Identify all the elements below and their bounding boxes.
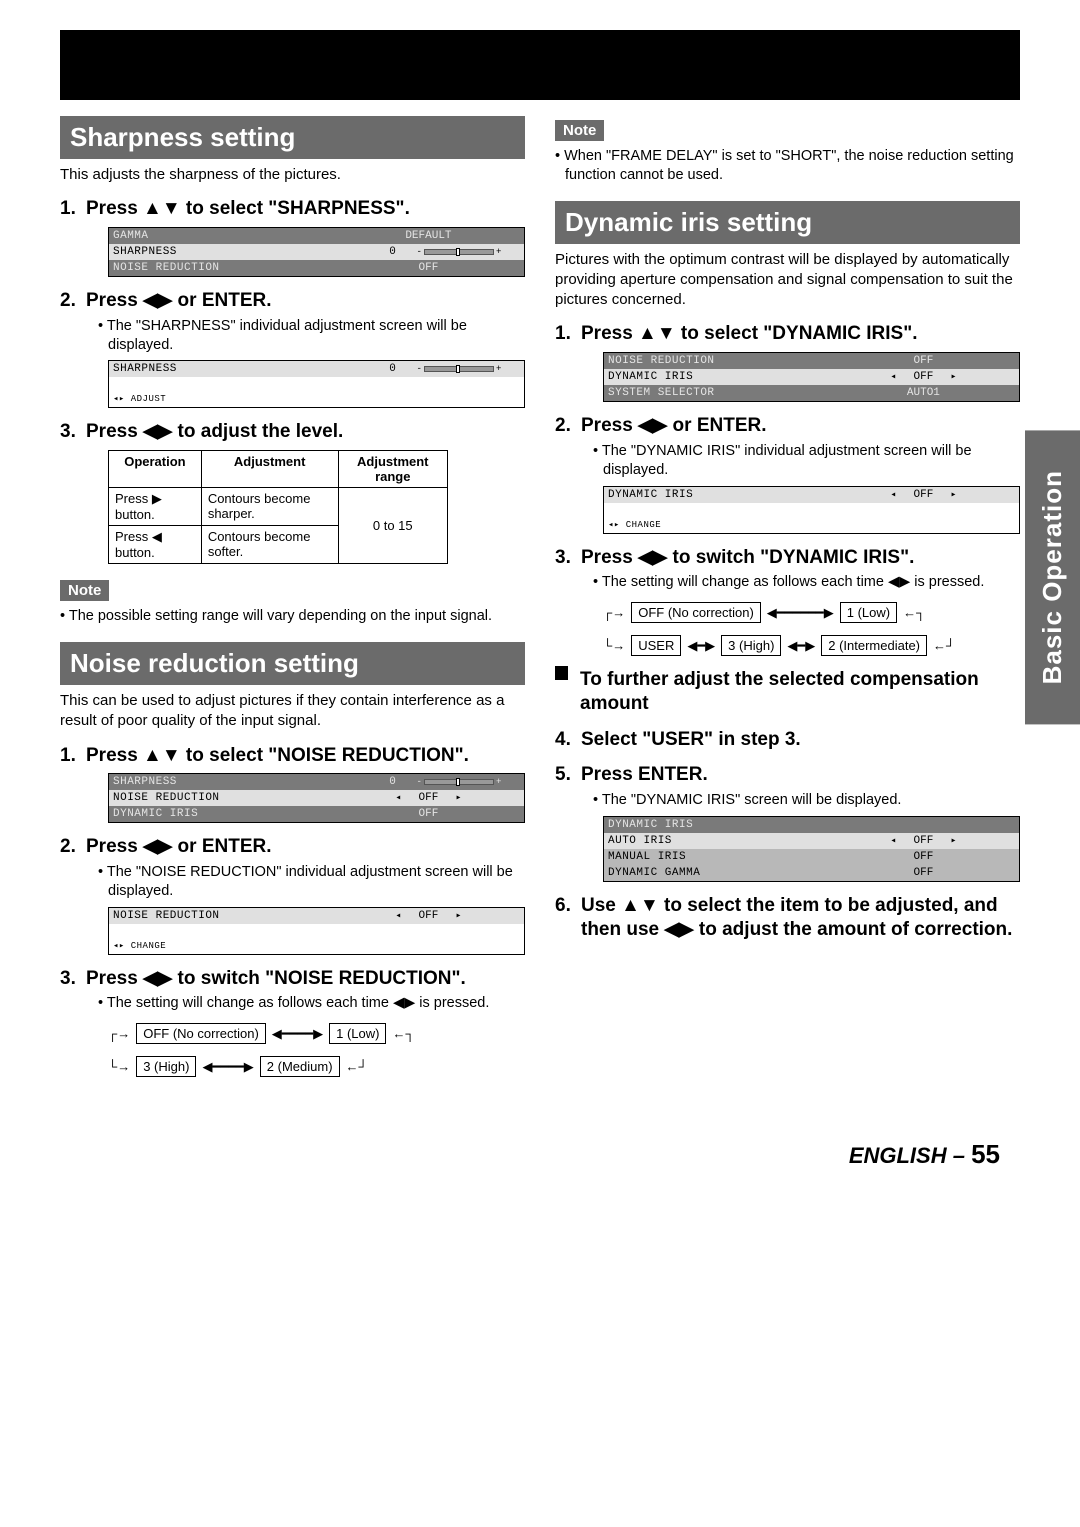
osd-noise2: NOISE REDUCTION OFF ◂▸ CHANGE [108, 907, 525, 955]
iris-step3: 3.Press ◀▶ to switch "DYNAMIC IRIS". [555, 546, 1020, 570]
heading-iris: Dynamic iris setting [555, 201, 1020, 244]
sharp-intro: This adjusts the sharpness of the pictur… [60, 165, 525, 185]
iris-step3-note: The setting will change as follows each … [603, 573, 1020, 592]
osd-iris2: DYNAMIC IRIS OFF ◂▸ CHANGE [603, 486, 1020, 534]
noise-step3-note: The setting will change as follows each … [108, 994, 525, 1013]
sharp-note: The possible setting range will vary dep… [70, 607, 525, 626]
header-bar [60, 30, 1020, 100]
iris-sub: To further adjust the selected compensat… [555, 668, 1020, 716]
sharp-table: OperationAdjustmentAdjustment range Pres… [108, 450, 448, 564]
iris-intro: Pictures with the optimum contrast will … [555, 250, 1020, 311]
noise-step3: 3.Press ◀▶ to switch "NOISE REDUCTION". [60, 967, 525, 991]
iris-step6: 6.Use ▲▼ to select the item to be adjust… [555, 894, 1020, 942]
osd-sharp2: SHARPNESS0-+ ◂▸ ADJUST [108, 360, 525, 408]
iris-step5-note: The "DYNAMIC IRIS" screen will be displa… [603, 791, 1020, 810]
iris-step2-note: The "DYNAMIC IRIS" individual adjustment… [603, 442, 1020, 480]
side-tab: Basic Operation [1025, 430, 1080, 724]
note-tag-sharp: Note [60, 580, 109, 601]
noise-intro: This can be used to adjust pictures if t… [60, 691, 525, 732]
noise-step2: 2.Press ◀▶ or ENTER. [60, 835, 525, 859]
footer: ENGLISH – 55 [60, 1139, 1020, 1170]
sharp-step2-note: The "SHARPNESS" individual adjustment sc… [108, 317, 525, 355]
iris-flow: ┌→OFF (No correction)◀━━━━━━▶1 (Low)←┐ └… [603, 602, 1020, 656]
heading-noise: Noise reduction setting [60, 642, 525, 685]
iris-step4: 4.Select "USER" in step 3. [555, 728, 1020, 752]
noise-step1: 1.Press ▲▼ to select "NOISE REDUCTION". [60, 744, 525, 768]
sharp-step2: 2.Press ◀▶ or ENTER. [60, 289, 525, 313]
osd-sharp1: GAMMADEFAULT SHARPNESS0-+ NOISE REDUCTIO… [108, 227, 525, 277]
heading-sharpness: Sharpness setting [60, 116, 525, 159]
iris-step5: 5.Press ENTER. [555, 763, 1020, 787]
sharp-step3: 3.Press ◀▶ to adjust the level. [60, 420, 525, 444]
sharp-step1: 1.Press ▲▼ to select "SHARPNESS". [60, 197, 525, 221]
osd-iris3: DYNAMIC IRIS AUTO IRIS OFF MANUAL IRISOF… [603, 816, 1020, 882]
note-tag-right: Note [555, 120, 604, 141]
noise-flow: ┌→OFF (No correction)◀━━━━▶1 (Low)←┐ └→3… [108, 1023, 525, 1077]
iris-step1: 1.Press ▲▼ to select "DYNAMIC IRIS". [555, 322, 1020, 346]
osd-iris1: NOISE REDUCTIONOFF DYNAMIC IRIS OFF SYST… [603, 352, 1020, 402]
noise-step2-note: The "NOISE REDUCTION" individual adjustm… [108, 863, 525, 901]
iris-step2: 2.Press ◀▶ or ENTER. [555, 414, 1020, 438]
osd-noise1: SHARPNESS0-+ NOISE REDUCTION OFF DYNAMIC… [108, 773, 525, 823]
right-note: When "FRAME DELAY" is set to "SHORT", th… [565, 147, 1020, 185]
